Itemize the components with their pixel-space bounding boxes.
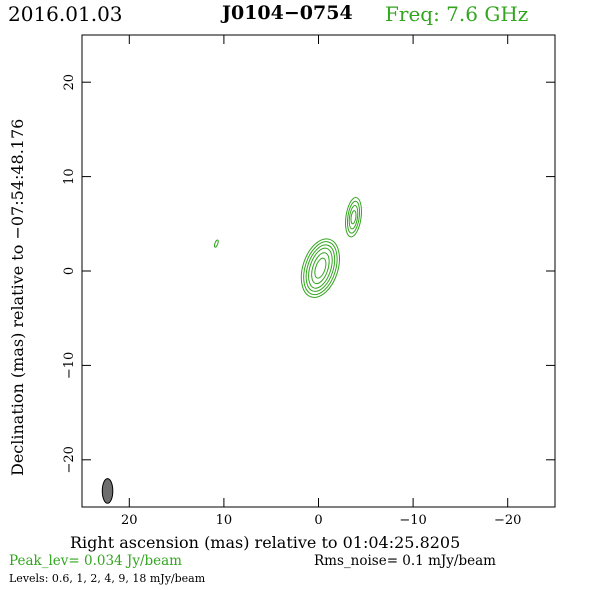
y-tick-label: 0 bbox=[62, 267, 77, 275]
rms-noise: Rms_noise= 0.1 mJy/beam bbox=[314, 553, 496, 569]
y-tick-label: 20 bbox=[62, 74, 77, 91]
contour-line bbox=[303, 241, 338, 296]
y-tick-label: −10 bbox=[62, 352, 77, 379]
contour-line bbox=[300, 238, 340, 298]
contour-line bbox=[311, 252, 330, 285]
x-tick-label: 20 bbox=[121, 513, 138, 528]
contour-line bbox=[345, 197, 362, 238]
contour-line bbox=[350, 210, 357, 225]
beam-ellipse bbox=[101, 478, 114, 504]
observation-date: 2016.01.03 bbox=[8, 2, 123, 26]
y-axis-label: Declination (mas) relative to −07:54:48.… bbox=[8, 118, 27, 476]
contour-line bbox=[346, 200, 361, 234]
x-tick-label: −20 bbox=[494, 513, 521, 528]
x-tick-label: 10 bbox=[216, 513, 233, 528]
contour-line bbox=[305, 244, 336, 292]
contour-line bbox=[314, 257, 327, 279]
peak-level: Peak_lev= 0.034 Jy/beam bbox=[9, 553, 182, 569]
y-tick-label: 10 bbox=[62, 168, 77, 185]
y-tick-label: −20 bbox=[62, 446, 77, 473]
frequency-label: Freq: 7.6 GHz bbox=[385, 2, 529, 26]
contour-line bbox=[213, 239, 219, 248]
contour-line bbox=[308, 247, 333, 289]
x-tick-label: 0 bbox=[314, 513, 322, 528]
source-name: J0104−0754 bbox=[222, 2, 353, 24]
x-tick-label: −10 bbox=[399, 513, 426, 528]
x-axis-label: Right ascension (mas) relative to 01:04:… bbox=[70, 533, 461, 552]
contour-levels: Levels: 0.6, 1, 2, 4, 9, 18 mJy/beam bbox=[9, 572, 206, 585]
plot-frame bbox=[81, 34, 556, 508]
contour-line bbox=[348, 204, 359, 230]
